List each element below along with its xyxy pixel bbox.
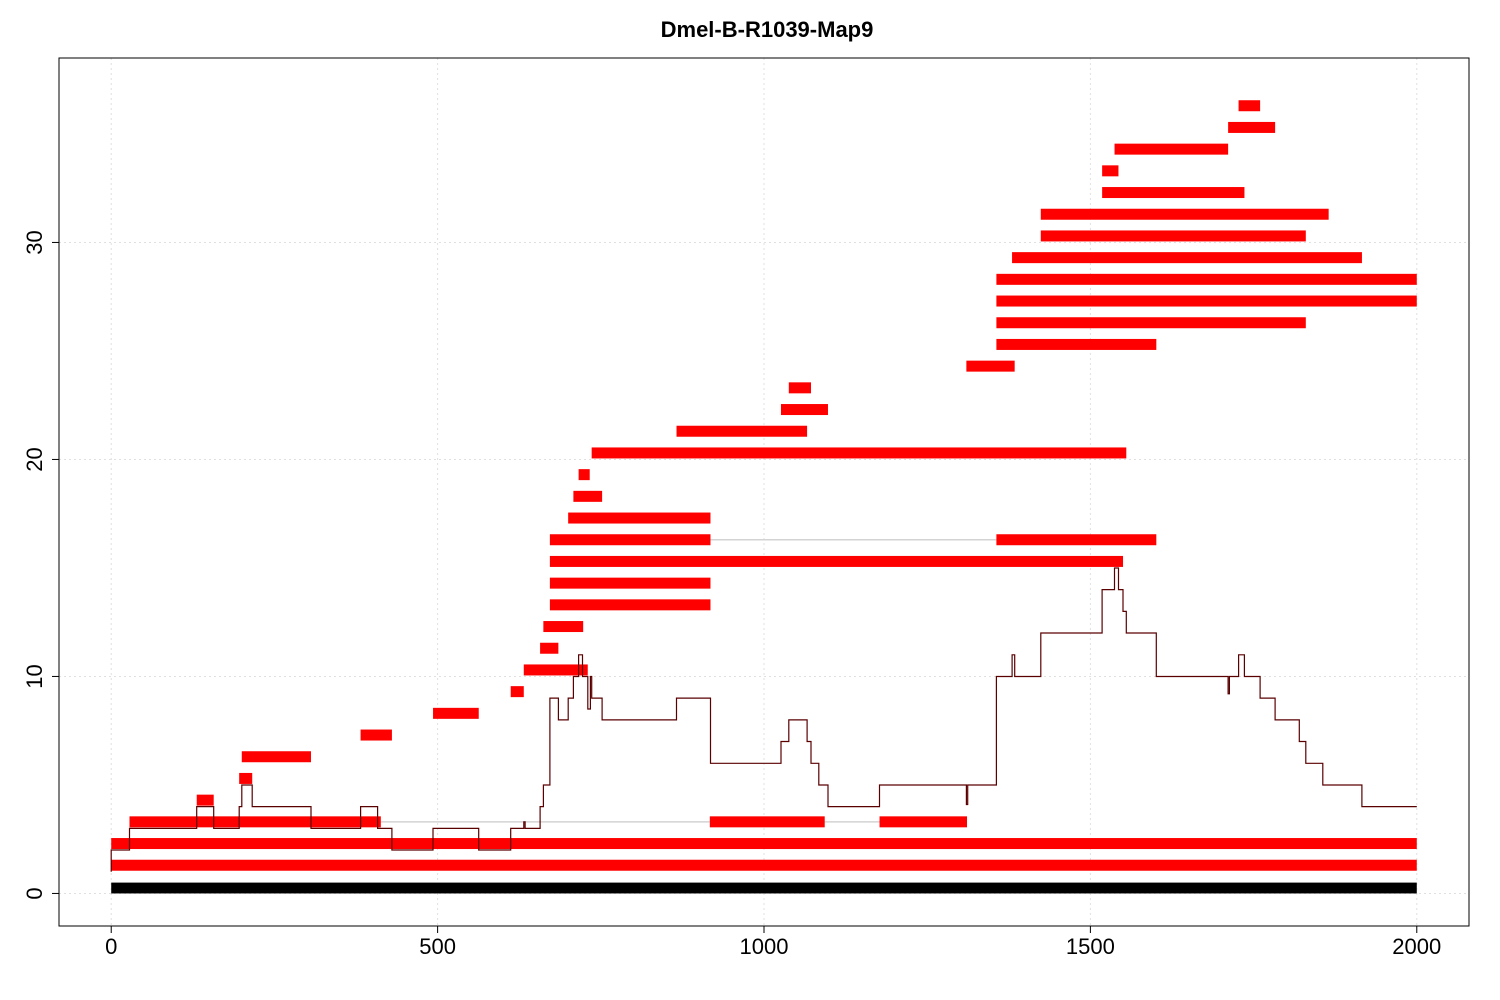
segment-bar	[966, 360, 1015, 372]
base-bar-layer	[111, 882, 1417, 894]
coverage-layer	[110, 567, 1417, 872]
segment-bar	[996, 338, 1157, 350]
segment-bar	[1114, 143, 1229, 155]
segment-bar	[549, 577, 711, 589]
segment-bar	[996, 317, 1306, 329]
segment-bar	[573, 490, 603, 502]
y-tick-label: 0	[22, 887, 47, 899]
segment-bar	[129, 816, 381, 828]
segment-bar	[578, 469, 590, 481]
segment-bar	[591, 447, 1127, 459]
segments	[111, 100, 1417, 871]
connector-lines	[380, 538, 997, 823]
grid	[59, 58, 1469, 926]
y-tick-label: 20	[22, 447, 47, 471]
segment-bar	[510, 686, 524, 698]
segment-bar	[549, 599, 711, 611]
x-tick-label: 1500	[1066, 934, 1115, 959]
segment-bar	[1040, 230, 1306, 242]
segment-bar	[996, 295, 1417, 307]
segment-bar	[523, 664, 588, 676]
segment-bar	[996, 534, 1157, 546]
segment-bar	[111, 859, 1417, 871]
segment-bar	[1228, 121, 1276, 133]
segment-bar	[709, 816, 825, 828]
segment-bar	[996, 273, 1417, 285]
x-tick-label: 0	[105, 934, 117, 959]
segment-bar	[1040, 208, 1329, 220]
segment-bar	[549, 534, 711, 546]
segment-bar	[241, 751, 311, 763]
segment-bar	[1102, 187, 1245, 199]
coverage-line	[110, 567, 1417, 872]
x-tick-label: 500	[419, 934, 456, 959]
segment-bar	[540, 642, 559, 654]
segment-bar	[239, 772, 253, 784]
x-tick-label: 1000	[740, 934, 789, 959]
segment-bar	[788, 382, 811, 394]
segment-bar	[111, 838, 1417, 850]
y-tick-label: 30	[22, 230, 47, 254]
segment-bar	[433, 707, 479, 719]
x-axis: 0 500 1000 1500 2000	[105, 925, 1441, 959]
y-tick-label: 10	[22, 664, 47, 688]
segment-bar	[1102, 165, 1119, 177]
segment-bar	[780, 404, 828, 416]
segment-bar	[360, 729, 392, 741]
segment-bar	[196, 794, 214, 806]
segment-bar	[1238, 100, 1261, 112]
segment-bar	[543, 621, 584, 633]
base-bar	[111, 882, 1417, 894]
segment-bar	[676, 425, 808, 437]
y-axis: 0 10 20 30	[22, 230, 60, 900]
x-tick-label: 2000	[1392, 934, 1441, 959]
segment-bar	[549, 555, 1124, 567]
segment-bar	[879, 816, 968, 828]
segment-bar	[568, 512, 711, 524]
segment-bar	[1012, 252, 1362, 264]
chart-title: Dmel-B-R1039-Map9	[661, 17, 874, 42]
